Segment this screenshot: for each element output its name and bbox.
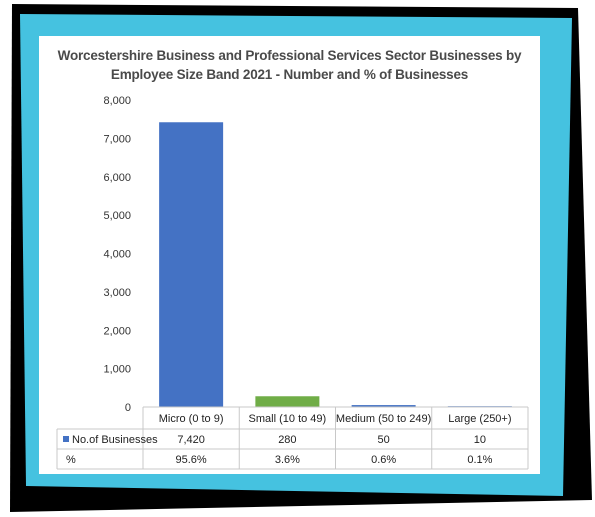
y-tick-label: 1,000 xyxy=(103,364,131,376)
x-category-label: Micro (0 to 9) xyxy=(159,413,224,425)
y-tick-label: 0 xyxy=(125,402,131,414)
x-category-label: Medium (50 to 249) xyxy=(336,413,431,425)
data-table: Micro (0 to 9) Small (10 to 49) Medium (50… xyxy=(56,406,529,470)
data-label: 0.6% xyxy=(371,454,396,466)
y-tick-label: 7,000 xyxy=(103,133,131,145)
data-label: 50 xyxy=(378,434,390,446)
table-row-label: % xyxy=(66,454,76,466)
y-tick-label: 2,000 xyxy=(103,325,131,337)
chart-title: Worcestershire Business and Professional… xyxy=(39,46,540,84)
y-axis-ticks: 0 1,000 2,000 3,000 4,000 5,000 6,000 7,000 8,00… xyxy=(103,95,131,414)
chart-card: Worcestershire Business and Professional… xyxy=(39,36,540,474)
y-tick-label: 3,000 xyxy=(103,287,131,299)
chart-title-line-1: Worcestershire Business and Professional… xyxy=(57,48,522,63)
data-label: 7,420 xyxy=(177,434,205,446)
chart-plot: 0 1,000 2,000 3,000 4,000 5,000 6,000 7,000 8,00… xyxy=(56,95,529,470)
bars xyxy=(159,122,512,407)
bar xyxy=(255,396,320,407)
data-label: 0.1% xyxy=(467,454,492,466)
table-row-label: No.of Businesses xyxy=(72,434,158,446)
y-tick-label: 4,000 xyxy=(103,249,131,261)
x-category-label: Large (250+) xyxy=(448,413,511,425)
data-label: 3.6% xyxy=(275,454,300,466)
bar xyxy=(159,122,224,407)
data-label: 10 xyxy=(474,434,486,446)
x-category-label: Small (10 to 49) xyxy=(249,413,327,425)
y-tick-label: 8,000 xyxy=(103,95,131,107)
chart-title-line-2: Employee Size Band 2021 - Number and % o… xyxy=(110,67,469,82)
data-label: 95.6% xyxy=(176,454,207,466)
bar xyxy=(351,405,416,407)
legend-marker xyxy=(63,436,69,442)
data-label: 280 xyxy=(278,434,296,446)
y-tick-label: 5,000 xyxy=(103,210,131,222)
y-tick-label: 6,000 xyxy=(103,172,131,184)
